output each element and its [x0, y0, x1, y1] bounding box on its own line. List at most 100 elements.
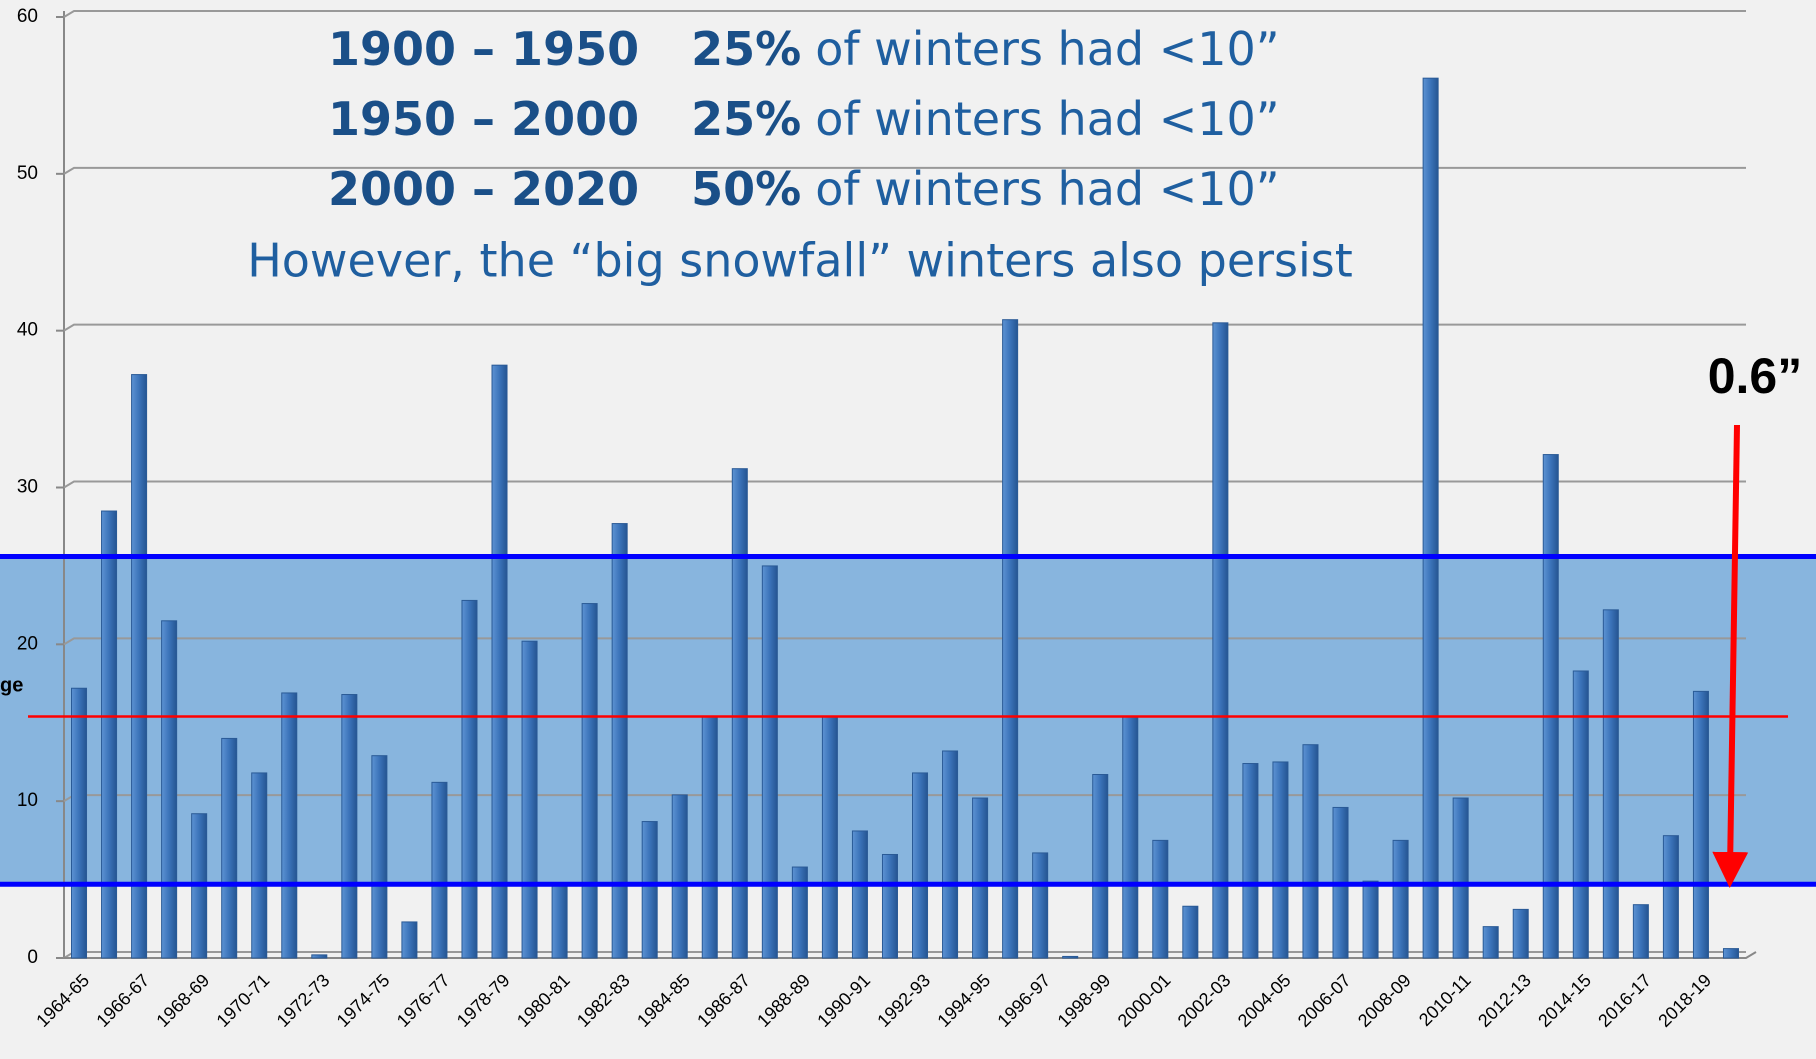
bar: [551, 882, 568, 959]
bar: [1122, 715, 1139, 959]
x-tick-label: 1992-93: [873, 970, 934, 1031]
bar: [101, 510, 118, 959]
bar: [1002, 319, 1019, 959]
y-tick-label: 0: [27, 947, 38, 968]
bar: [1692, 690, 1709, 959]
bar: [671, 794, 688, 959]
x-tick-label: 1978-79: [453, 970, 514, 1031]
y-tick-label: 20: [17, 633, 38, 654]
y-tick-label: 40: [17, 320, 38, 341]
x-tick-label: 1964-65: [32, 970, 93, 1031]
y-label: ge: [0, 674, 23, 696]
bar: [1482, 926, 1499, 959]
bar: [251, 772, 268, 959]
y-tick-label: 50: [17, 163, 38, 184]
bar: [701, 715, 718, 959]
annotation: 1950 – 2000 25% of winters had <10”: [328, 92, 1280, 146]
bar: [581, 603, 598, 959]
x-tick-label: 1980-81: [513, 970, 574, 1031]
bar: [1032, 852, 1049, 959]
bar: [761, 565, 778, 959]
annotation: 2000 – 2020 50% of winters had <10”: [328, 162, 1280, 216]
bar: [1662, 835, 1679, 959]
bar: [221, 737, 238, 959]
bar: [881, 853, 898, 959]
x-tick-label: 2006-07: [1294, 970, 1355, 1031]
bar: [1092, 774, 1109, 959]
x-tick-label: 1998-99: [1054, 970, 1115, 1031]
bar: [491, 364, 508, 959]
annotation: 1900 – 1950 25% of winters had <10”: [328, 22, 1280, 76]
bar: [371, 755, 388, 959]
bar: [1212, 322, 1229, 959]
period: 1900 – 1950: [328, 22, 639, 76]
bar: [1572, 670, 1589, 959]
bar: [1422, 77, 1439, 959]
bar: [281, 692, 298, 959]
x-tick-label: 1972-73: [273, 970, 334, 1031]
band: [0, 556, 1816, 885]
arrow: [1712, 424, 1749, 888]
bar: [851, 830, 868, 959]
bar: [1722, 948, 1739, 959]
bar: [311, 954, 328, 959]
x-tick-label: 2008-09: [1354, 970, 1415, 1031]
bar: [1242, 763, 1259, 959]
annotation-text: of winters had <10”: [815, 22, 1279, 76]
bar: [71, 687, 88, 959]
bar: [521, 640, 538, 959]
grid-line: [63, 166, 1746, 175]
bar: [821, 715, 838, 959]
annotation-text: of winters had <10”: [815, 162, 1279, 216]
x-tick-label: 1974-75: [333, 970, 394, 1031]
percent: 25%: [691, 22, 801, 76]
bar: [1272, 761, 1289, 959]
bar: [1152, 839, 1169, 959]
x-tick-label: 1994-95: [933, 970, 994, 1031]
bar: [912, 772, 929, 959]
bar: [1392, 839, 1409, 959]
note: However, the “big snowfall” winters also…: [247, 234, 1353, 288]
bar: [1362, 880, 1379, 959]
grid-line: [63, 10, 1746, 18]
x-tick-label: 1990-91: [813, 970, 874, 1031]
bar: [791, 866, 808, 959]
grid-line: [63, 323, 1746, 332]
x-tick-label: 2018-19: [1654, 970, 1715, 1031]
x-tick-label: 2002-03: [1174, 970, 1235, 1031]
x-tick-label: 1988-89: [753, 970, 814, 1031]
y-tick-label: 60: [17, 6, 38, 27]
x-tick-label: 1996-97: [993, 970, 1054, 1031]
bar: [431, 781, 448, 959]
x-tick-label: 2010-11: [1415, 970, 1475, 1030]
x-tick-label: 2004-05: [1234, 970, 1295, 1031]
bar: [401, 921, 418, 959]
bar: [942, 750, 959, 959]
bar: [641, 821, 658, 959]
period: 1950 – 2000: [328, 92, 639, 146]
callout: 0.6”: [1708, 348, 1803, 404]
x-tick-label: 1966-67: [92, 970, 153, 1031]
y-tick-label: 30: [17, 477, 38, 498]
x-tick-label: 1982-83: [573, 970, 634, 1031]
percent: 50%: [691, 162, 801, 216]
bar: [1542, 454, 1559, 959]
bar: [972, 797, 989, 959]
bar: [1182, 905, 1199, 959]
bar: [1632, 904, 1649, 959]
bar: [1602, 609, 1619, 959]
x-tick-label: 2016-17: [1594, 970, 1655, 1031]
grid-line: [63, 637, 1746, 646]
x-tick-label: 1986-87: [693, 970, 754, 1031]
y-tick-label: 10: [17, 790, 38, 811]
x-tick-label: 1976-77: [393, 970, 454, 1031]
bar: [461, 599, 478, 959]
x-tick-label: 1984-85: [633, 970, 694, 1031]
x-tick-label: 1970-71: [213, 970, 274, 1031]
x-tick-label: 2000-01: [1114, 970, 1175, 1031]
grid-line: [63, 480, 1746, 489]
bar: [161, 620, 178, 959]
period: 2000 – 2020: [328, 162, 639, 216]
